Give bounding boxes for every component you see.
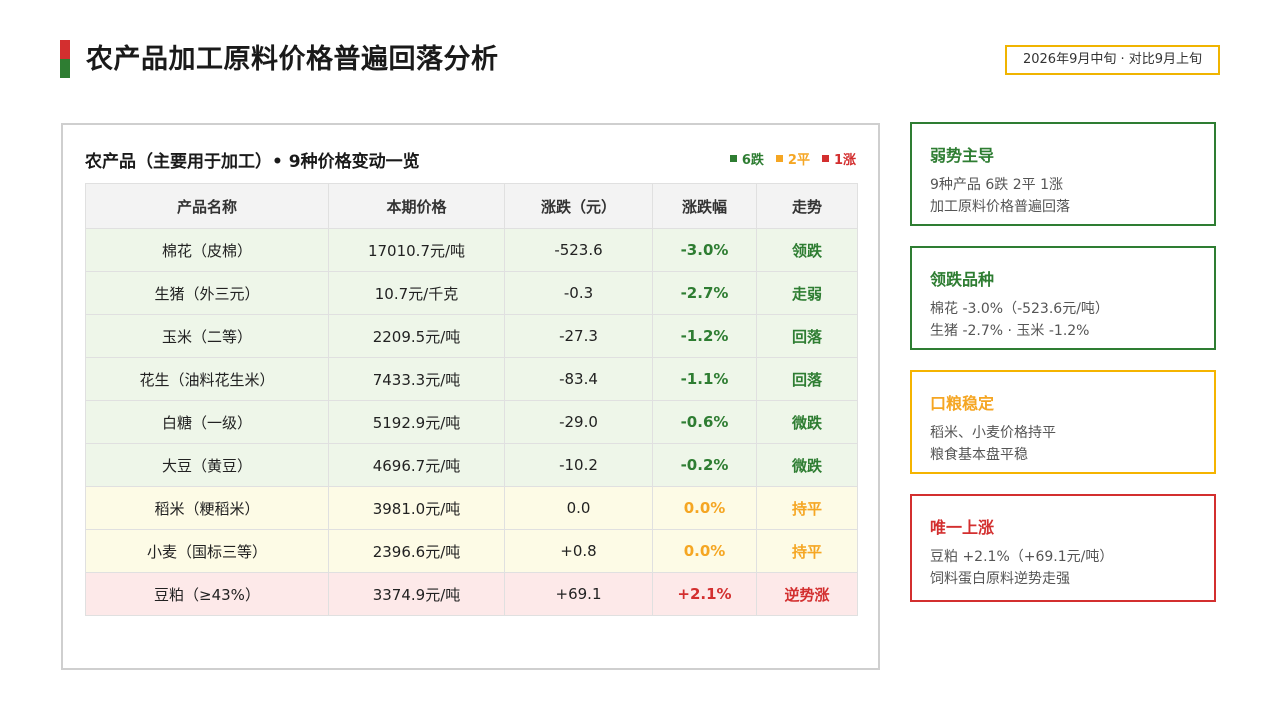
card-title: 口粮稳定 (930, 394, 995, 413)
legend-swatch-up (821, 155, 829, 162)
legend-label-down: 6跌 (741, 153, 764, 168)
table-row: 白糖（一级） 5192.9元/吨 -29.0 -0.6% 微跌 (85, 400, 858, 444)
panel-title: 农产品（主要用于加工）• 9种价格变动一览 (85, 152, 420, 172)
cell-price: 2209.5元/吨 (328, 314, 505, 358)
cell-product-name: 花生（油料花生米） (85, 357, 329, 401)
legend-label-up: 1涨 (833, 153, 856, 168)
cell-trend: 微跌 (756, 400, 858, 444)
date-badge: 2026年9月中旬 · 对比9月上旬 (1005, 45, 1220, 75)
header-product-name: 产品名称 (85, 183, 329, 229)
table-row: 玉米（二等） 2209.5元/吨 -27.3 -1.2% 回落 (85, 314, 858, 358)
cell-product-name: 玉米（二等） (85, 314, 329, 358)
cell-change: -29.0 (504, 400, 653, 444)
cell-change: -0.3 (504, 271, 653, 315)
cell-price: 3981.0元/吨 (328, 486, 505, 530)
header-change: 涨跌（元） (504, 183, 653, 229)
cell-change-pct: +2.1% (652, 572, 757, 616)
card-line: 稻米、小麦价格持平 (930, 425, 1056, 441)
card-line: 饲料蛋白原料逆势走强 (930, 571, 1070, 587)
cell-change: -10.2 (504, 443, 653, 487)
cell-product-name: 白糖（一级） (85, 400, 329, 444)
cell-price: 4696.7元/吨 (328, 443, 505, 487)
cell-product-name: 大豆（黄豆） (85, 443, 329, 487)
table-row: 稻米（粳稻米） 3981.0元/吨 0.0 0.0% 持平 (85, 486, 858, 530)
cell-change: -27.3 (504, 314, 653, 358)
cell-price: 7433.3元/吨 (328, 357, 505, 401)
summary-card-top-decliners: 领跌品种 棉花 -3.0%（-523.6元/吨） 生猪 -2.7% · 玉米 -… (910, 246, 1216, 350)
card-line: 加工原料价格普遍回落 (930, 199, 1070, 215)
cell-trend: 回落 (756, 314, 858, 358)
cell-trend: 持平 (756, 529, 858, 573)
table-row: 生猪（外三元） 10.7元/千克 -0.3 -2.7% 走弱 (85, 271, 858, 315)
cell-change-pct: -2.7% (652, 271, 757, 315)
legend-item-down: 6跌 (729, 149, 764, 168)
summary-card-weak-dominant: 弱势主导 9种产品 6跌 2平 1涨 加工原料价格普遍回落 (910, 122, 1216, 226)
card-title: 唯一上涨 (930, 518, 995, 537)
cell-price: 10.7元/千克 (328, 271, 505, 315)
cell-change-pct: -3.0% (652, 228, 757, 272)
summary-card-only-riser: 唯一上涨 豆粕 +2.1%（+69.1元/吨） 饲料蛋白原料逆势走强 (910, 494, 1216, 602)
header-change-pct: 涨跌幅 (652, 183, 757, 229)
card-line: 生猪 -2.7% · 玉米 -1.2% (930, 323, 1090, 339)
cell-change-pct: -1.1% (652, 357, 757, 401)
table-row: 豆粕（≥43%） 3374.9元/吨 +69.1 +2.1% 逆势涨 (85, 572, 858, 616)
legend-swatch-down (729, 155, 737, 162)
cell-product-name: 豆粕（≥43%） (85, 572, 329, 616)
cell-trend: 逆势涨 (756, 572, 858, 616)
card-line: 棉花 -3.0%（-523.6元/吨） (930, 301, 1109, 317)
card-line: 豆粕 +2.1%（+69.1元/吨） (930, 549, 1114, 565)
price-table-panel: 农产品（主要用于加工）• 9种价格变动一览 6跌 2平 1涨 产品名称 本期价格… (61, 123, 880, 670)
page-title: 农产品加工原料价格普遍回落分析 (86, 44, 499, 75)
cell-change-pct: -1.2% (652, 314, 757, 358)
table-row: 小麦（国标三等） 2396.6元/吨 +0.8 0.0% 持平 (85, 529, 858, 573)
cell-trend: 走弱 (756, 271, 858, 315)
cell-product-name: 小麦（国标三等） (85, 529, 329, 573)
title-accent-bar (60, 40, 70, 78)
header-trend: 走势 (756, 183, 858, 229)
cell-change: +0.8 (504, 529, 653, 573)
cell-product-name: 稻米（粳稻米） (85, 486, 329, 530)
table-header-row: 产品名称 本期价格 涨跌（元） 涨跌幅 走势 (85, 183, 858, 229)
cell-price: 3374.9元/吨 (328, 572, 505, 616)
card-line: 粮食基本盘平稳 (930, 447, 1028, 463)
cell-price: 17010.7元/吨 (328, 228, 505, 272)
cell-product-name: 棉花（皮棉） (85, 228, 329, 272)
table-row: 棉花（皮棉） 17010.7元/吨 -523.6 -3.0% 领跌 (85, 228, 858, 272)
price-table: 产品名称 本期价格 涨跌（元） 涨跌幅 走势 棉花（皮棉） 17010.7元/吨… (85, 183, 858, 616)
cell-product-name: 生猪（外三元） (85, 271, 329, 315)
cell-change-pct: 0.0% (652, 529, 757, 573)
cell-change-pct: -0.2% (652, 443, 757, 487)
cell-price: 2396.6元/吨 (328, 529, 505, 573)
cell-trend: 微跌 (756, 443, 858, 487)
cell-change-pct: 0.0% (652, 486, 757, 530)
table-row: 花生（油料花生米） 7433.3元/吨 -83.4 -1.1% 回落 (85, 357, 858, 401)
cell-price: 5192.9元/吨 (328, 400, 505, 444)
legend: 6跌 2平 1涨 (729, 149, 856, 168)
table-row: 大豆（黄豆） 4696.7元/吨 -10.2 -0.2% 微跌 (85, 443, 858, 487)
legend-item-flat: 2平 (775, 149, 810, 168)
cell-change: -83.4 (504, 357, 653, 401)
summary-card-staple-stable: 口粮稳定 稻米、小麦价格持平 粮食基本盘平稳 (910, 370, 1216, 474)
header-current-price: 本期价格 (328, 183, 505, 229)
title-accent-green (60, 59, 70, 78)
card-title: 弱势主导 (930, 146, 995, 165)
legend-swatch-flat (775, 155, 783, 162)
card-title: 领跌品种 (930, 270, 995, 289)
cell-trend: 领跌 (756, 228, 858, 272)
cell-change-pct: -0.6% (652, 400, 757, 444)
cell-change: 0.0 (504, 486, 653, 530)
cell-trend: 回落 (756, 357, 858, 401)
cell-trend: 持平 (756, 486, 858, 530)
card-line: 9种产品 6跌 2平 1涨 (930, 177, 1063, 193)
title-accent-red (60, 40, 70, 59)
price-table-wrap: 产品名称 本期价格 涨跌（元） 涨跌幅 走势 棉花（皮棉） 17010.7元/吨… (85, 183, 858, 616)
cell-change: +69.1 (504, 572, 653, 616)
legend-label-flat: 2平 (787, 153, 810, 168)
cell-change: -523.6 (504, 228, 653, 272)
legend-item-up: 1涨 (821, 149, 856, 168)
